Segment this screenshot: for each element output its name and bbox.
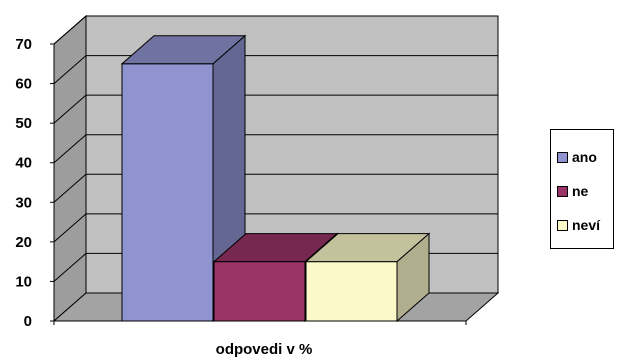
y-tick-label-60: 60 — [15, 76, 32, 93]
gridline-20 — [53, 213, 498, 243]
legend: ano ne neví — [550, 129, 614, 249]
legend-item-nevi: neví — [551, 208, 613, 242]
bar-front-ano — [121, 63, 214, 322]
gridline-30 — [53, 173, 498, 203]
legend-swatch-nevi — [557, 219, 568, 231]
gridline-40 — [53, 134, 498, 164]
bar-front-neví — [305, 261, 398, 322]
legend-label-ano: ano — [572, 149, 597, 165]
x-axis-categories: odpovedi v % — [216, 341, 313, 357]
side-wall — [53, 14, 87, 323]
legend-item-ne: ne — [551, 174, 613, 208]
y-tick-label-70: 70 — [15, 36, 32, 53]
bar-top-ne — [212, 233, 339, 263]
y-tick-label-50: 50 — [15, 115, 32, 132]
legend-item-ano: ano — [551, 140, 613, 174]
y-tick-label-0: 0 — [24, 313, 32, 330]
bar-top-ano — [120, 35, 247, 65]
bar-front-ne — [213, 261, 306, 322]
bar-neví — [304, 232, 431, 323]
legend-label-nevi: neví — [572, 217, 601, 233]
legend-swatch-ano — [557, 151, 568, 163]
legend-label-ne: ne — [572, 183, 589, 199]
gridlines — [53, 15, 498, 282]
x-category-label: odpovedi v % — [216, 341, 313, 357]
bar-ano — [120, 34, 247, 323]
gridline-60 — [53, 55, 498, 84]
bars — [120, 34, 431, 323]
gridline-70 — [53, 15, 498, 45]
y-tick-label-40: 40 — [15, 155, 32, 172]
y-tick-label-20: 20 — [15, 234, 32, 251]
y-tick-label-10: 10 — [15, 273, 32, 290]
gridline-50 — [53, 94, 498, 124]
y-tick-label-30: 30 — [15, 194, 32, 211]
bar-top-neví — [304, 233, 431, 263]
legend-swatch-ne — [557, 185, 568, 197]
